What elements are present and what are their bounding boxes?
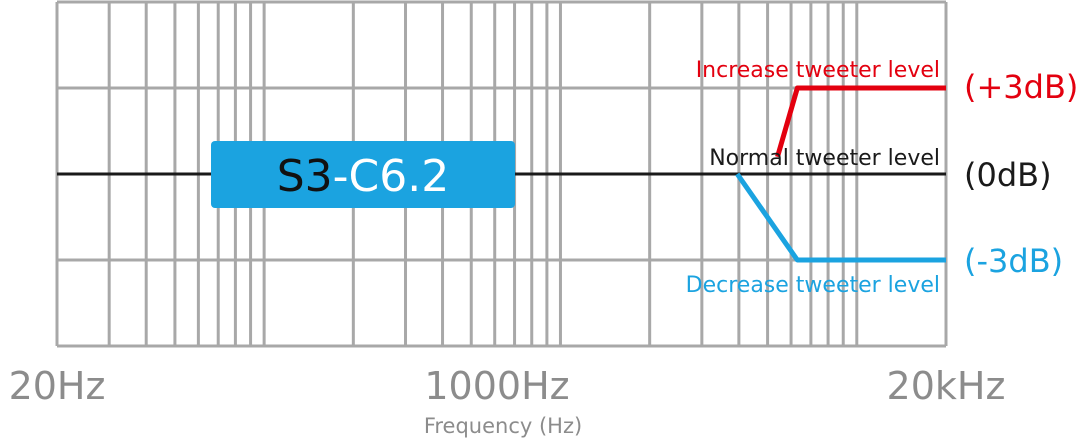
model-badge: S3-C6.2 — [211, 141, 515, 208]
zero-db-label: (0dB) — [964, 156, 1052, 194]
increase-level-line — [775, 85, 946, 158]
x-axis-tick-labels: 20Hz 1000Hz 20kHz — [9, 364, 1006, 408]
model-badge-suffix: -C6.2 — [333, 151, 450, 202]
normal-curve-label: Normal tweeter level — [709, 146, 940, 171]
curve-labels: Increase tweeter level Normal tweeter le… — [686, 58, 940, 298]
plus-3db-label: (+3dB) — [964, 68, 1078, 106]
decrease-level-line — [735, 172, 946, 263]
model-badge-prefix: S3 — [277, 151, 333, 202]
increase-curve-label: Increase tweeter level — [696, 58, 940, 83]
x-tick-label-20khz: 20kHz — [887, 364, 1006, 408]
model-badge-background — [211, 141, 515, 208]
decrease-curve-label: Decrease tweeter level — [686, 273, 940, 298]
minus-3db-label: (-3dB) — [964, 242, 1063, 280]
x-axis-title: Frequency (Hz) — [424, 414, 582, 438]
svg-text:S3-C6.2: S3-C6.2 — [277, 151, 450, 202]
x-tick-label-1000hz: 1000Hz — [424, 364, 569, 408]
level-labels: (+3dB) (0dB) (-3dB) — [964, 68, 1078, 280]
x-tick-label-20hz: 20Hz — [9, 364, 106, 408]
